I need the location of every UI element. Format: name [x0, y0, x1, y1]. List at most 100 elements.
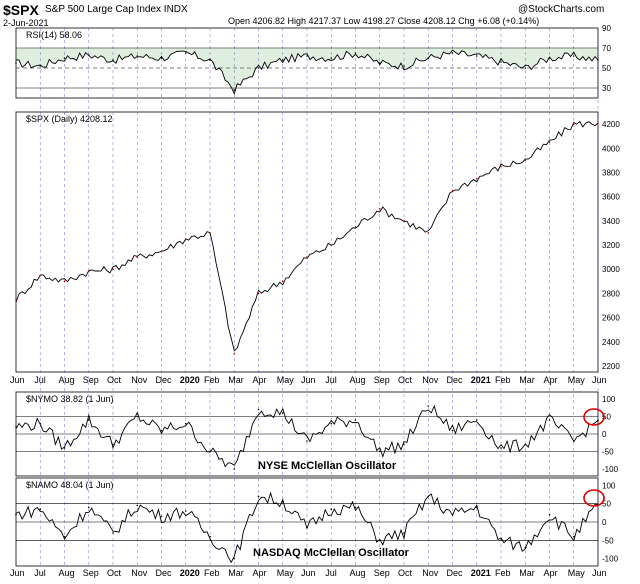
x-axis-label: May [277, 375, 295, 385]
panel-0-ytick: 90 [602, 24, 611, 33]
x-axis-label: Feb [204, 568, 220, 578]
x-axis-label: Mar [519, 568, 535, 578]
panel-0-data-point [476, 55, 478, 57]
x-axis-label: Feb [495, 375, 511, 385]
panel-0-ytick: 30 [602, 84, 611, 93]
x-axis-label: Oct [107, 568, 122, 578]
x-axis-label: Jun [592, 375, 607, 385]
panel-2-data-point [500, 447, 502, 449]
panel-1-data-point [161, 250, 163, 252]
x-axis-label: 2020 [180, 568, 200, 578]
panel-0-data-point [88, 54, 90, 56]
x-axis-label: Apr [544, 568, 558, 578]
panel-1-ytick: 2800 [602, 289, 620, 298]
panel-2-data-point [112, 444, 114, 446]
panel-0-data-point [15, 62, 17, 64]
panel-1-data-point [549, 141, 551, 143]
panel-1-ytick: 2400 [602, 338, 620, 347]
panel-2-ytick: 0 [602, 430, 607, 439]
panel-2-data-point [573, 440, 575, 442]
panel-2-ytick: -50 [602, 448, 614, 457]
x-axis-label: Oct [107, 375, 122, 385]
panel-2-data-point [597, 420, 599, 422]
x-axis-label: 2021 [471, 568, 491, 578]
panel-3-data-point [573, 536, 575, 538]
x-axis-label: Jul [34, 568, 46, 578]
panel-3-data-point [15, 514, 17, 516]
panel-0-data-point [379, 62, 381, 64]
panel-1-data-point [524, 160, 526, 162]
x-axis-label: Jun [10, 568, 25, 578]
panel-1-data-point [233, 353, 235, 355]
panel-0-data-point [185, 52, 187, 54]
x-axis-label: Mar [228, 568, 244, 578]
panel-1-ytick: 3200 [602, 241, 620, 250]
panel-1-data-point [258, 293, 260, 295]
x-axis-label: Mar [228, 375, 244, 385]
panel-1-title: $SPX (Daily) 4208.12 [26, 114, 113, 124]
panel-3-data-point [185, 510, 187, 512]
panel-1-data-point [185, 238, 187, 240]
panel-3-data-point [355, 507, 357, 509]
panel-0-data-point [597, 59, 599, 61]
panel-0-data-point [39, 65, 41, 67]
panel-0-data-point [524, 67, 526, 69]
x-axis-label: Sep [83, 568, 99, 578]
x-axis-label: Nov [131, 568, 148, 578]
panel-3-data-point [112, 532, 114, 534]
panel-0-data-point [403, 65, 405, 67]
panel-3-data-point [452, 514, 454, 516]
panel-2-data-point [209, 451, 211, 453]
x-axis-label: Mar [519, 375, 535, 385]
panel-0-ytick: 70 [602, 44, 611, 53]
panel-2-data-point [258, 409, 260, 411]
panel-2-data-point [524, 444, 526, 446]
panel-1-data-point [39, 274, 41, 276]
panel-1-data-point [306, 256, 308, 258]
nymo-highlight-circle [584, 409, 604, 425]
panel-0-data-point [209, 59, 211, 61]
panel-1-data-point [379, 208, 381, 210]
panel-2-ytick: 100 [602, 395, 616, 404]
panel-3-annotation: NASDAQ McClellan Oscillator [253, 547, 410, 559]
panel-1-data-point [427, 232, 429, 234]
panel-2-data-point [233, 468, 235, 470]
panel-0-data-point [112, 59, 114, 61]
x-axis-label: Jun [301, 375, 316, 385]
panel-0-data-point [282, 59, 284, 61]
panel-0-ytick: 50 [602, 64, 611, 73]
panel-1-data-point [64, 281, 66, 283]
x-axis-label: Nov [422, 375, 439, 385]
panel-2-title: $NYMO 38.82 (1 Jun) [26, 394, 114, 404]
panel-3-ytick: -50 [602, 536, 614, 545]
panel-3-data-point [524, 547, 526, 549]
panel-0-title: RSI(14) 58.06 [26, 30, 82, 40]
panel-1-data-point [597, 122, 599, 124]
panel-2-ytick: -100 [602, 465, 619, 474]
panel-1-data-point [136, 256, 138, 258]
panel-2-data-point [306, 440, 308, 442]
panel-3-data-point [403, 532, 405, 534]
x-axis-label: Feb [495, 568, 511, 578]
x-axis-label: 2021 [471, 375, 491, 385]
panel-3-title: $NAMO 48.04 (1 Jun) [26, 480, 114, 490]
panel-1-data-point [355, 226, 357, 228]
panel-3-data-point [379, 540, 381, 542]
x-axis-label: May [568, 375, 586, 385]
x-axis-label: May [277, 568, 295, 578]
x-axis-label: Sep [374, 375, 390, 385]
x-axis-label: Oct [398, 375, 413, 385]
panel-1-data-point [573, 123, 575, 125]
panel-3-data-point [233, 558, 235, 560]
panel-1-ytick: 2600 [602, 314, 620, 323]
x-axis-label: Feb [204, 375, 220, 385]
x-axis-label: Sep [83, 375, 99, 385]
panel-2-data-point [136, 416, 138, 418]
x-axis-label: May [568, 568, 586, 578]
x-axis-label: Dec [447, 568, 464, 578]
x-axis-label: Apr [253, 568, 267, 578]
x-axis-label: Aug [59, 375, 75, 385]
panel-2-data-point [549, 419, 551, 421]
